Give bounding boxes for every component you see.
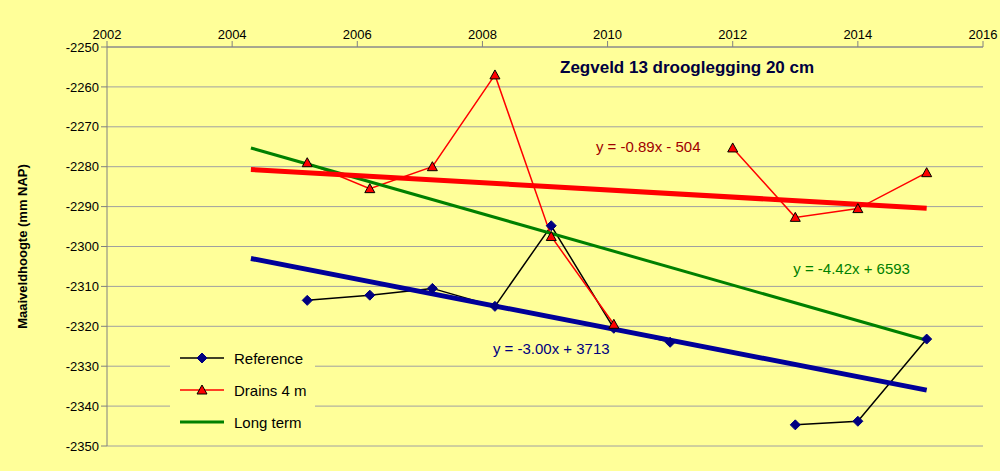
svg-text:-2330: -2330 <box>66 359 99 374</box>
svg-text:-2290: -2290 <box>66 199 99 214</box>
svg-text:-2320: -2320 <box>66 319 99 334</box>
svg-text:2016: 2016 <box>969 27 992 42</box>
svg-text:2012: 2012 <box>718 27 747 42</box>
svg-text:-2350: -2350 <box>66 439 99 454</box>
html-text:Reference: Reference <box>234 349 304 367</box>
svg-text:y = -0.89x - 504: y = -0.89x - 504 <box>596 138 701 155</box>
svg-text:-2260: -2260 <box>66 80 99 95</box>
svg-text:-2300: -2300 <box>66 239 99 254</box>
svg-text:y = -4.42x + 6593: y = -4.42x + 6593 <box>793 260 910 277</box>
html-text:Drains 4 m: Drains 4 m <box>234 381 307 399</box>
svg-text:Maaiveldhoogte (mm NAP): Maaiveldhoogte (mm NAP) <box>15 164 30 329</box>
svg-text:y = -3.00x + 3713: y = -3.00x + 3713 <box>493 340 610 357</box>
svg-text:-2340: -2340 <box>66 399 99 414</box>
svg-text:2010: 2010 <box>593 27 622 42</box>
html-text:Long term: Long term <box>234 413 302 431</box>
svg-text:2006: 2006 <box>343 27 372 42</box>
html-text:Zegveld 13 drooglegging 20 cm: Zegveld 13 drooglegging 20 cm <box>560 58 815 77</box>
svg-text:2002: 2002 <box>92 27 122 42</box>
svg-text:-2270: -2270 <box>66 119 99 134</box>
svg-text:2008: 2008 <box>468 27 497 42</box>
svg-text:-2280: -2280 <box>66 159 99 174</box>
svg-text:-2310: -2310 <box>66 279 99 294</box>
svg-text:2004: 2004 <box>218 27 247 42</box>
svg-text:-2250: -2250 <box>66 40 99 55</box>
svg-text:2014: 2014 <box>843 27 872 42</box>
